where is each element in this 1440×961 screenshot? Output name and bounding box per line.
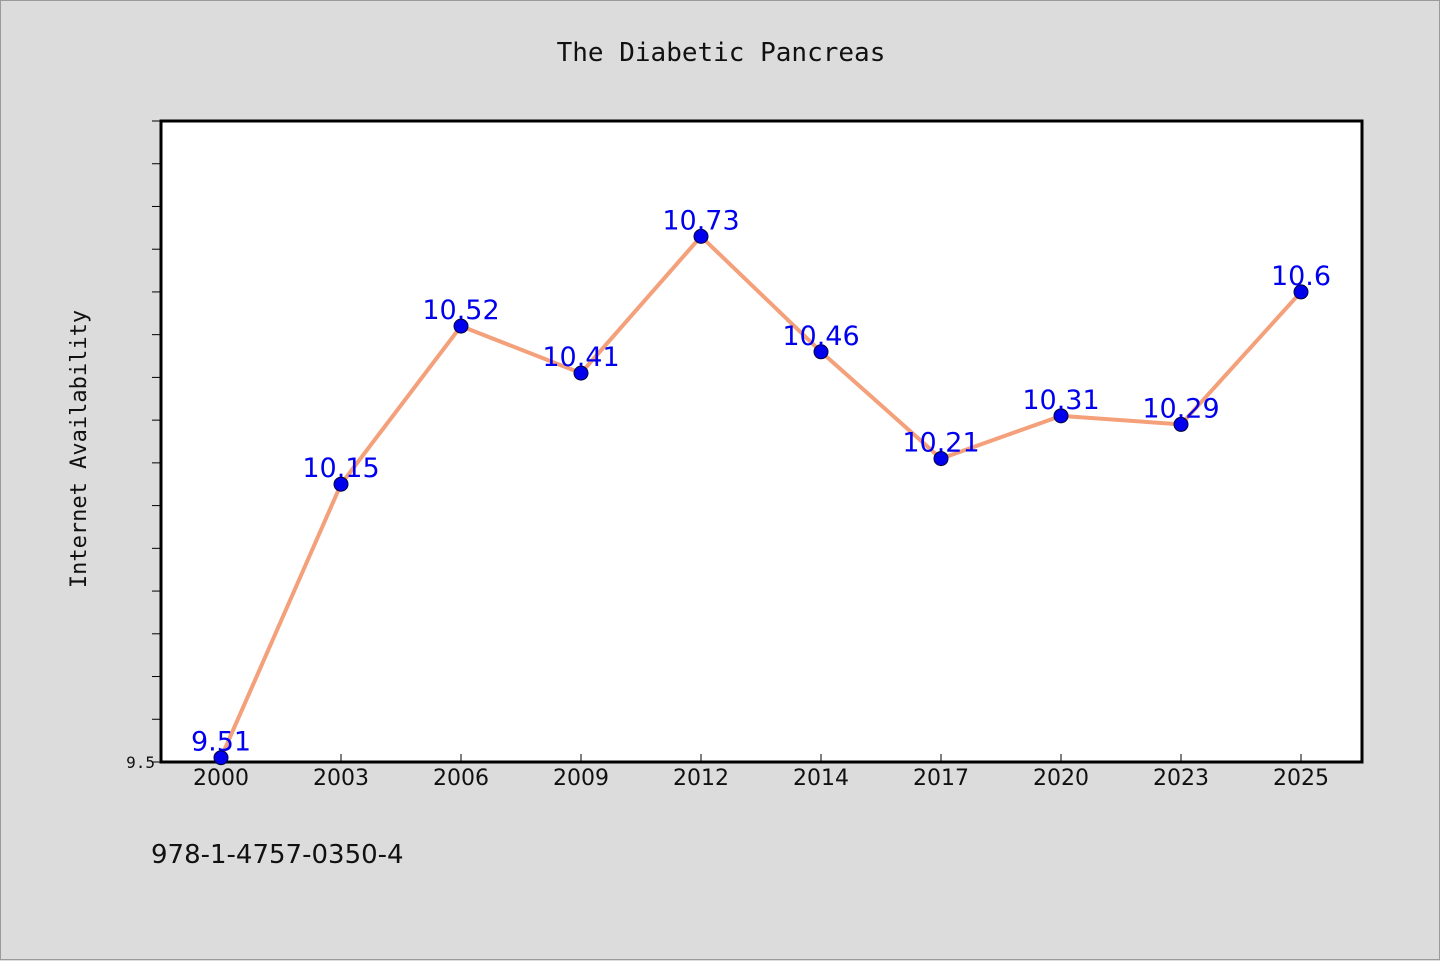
x-tick-label: 2023: [1153, 766, 1209, 791]
x-tick-label: 2006: [433, 766, 489, 791]
x-tick-label: 2012: [673, 766, 729, 791]
data-label: 10.29: [1142, 393, 1219, 424]
x-tick-label: 2003: [313, 766, 369, 791]
x-tick-label: 2025: [1273, 766, 1329, 791]
x-tick-label: 2020: [1033, 766, 1089, 791]
data-label: 10.21: [902, 428, 979, 459]
y-axis-ticks: 9.5: [126, 120, 161, 772]
series-line: [219, 234, 1303, 759]
data-point: [1293, 284, 1309, 300]
y-tick-label: 9.5: [126, 753, 155, 772]
data-label: 10.31: [1022, 385, 1099, 416]
data-point: [1053, 408, 1069, 424]
data-point: [813, 344, 829, 360]
isbn-text: 978-1-4757-0350-4: [151, 840, 404, 870]
x-axis-ticks: 2000 2003 2006 2009 2012 2014 2017 2020 2023 2025: [193, 754, 1329, 791]
data-label: 10.52: [422, 295, 499, 326]
data-label: 9.51: [191, 727, 251, 758]
data-label: 10.41: [542, 342, 619, 373]
data-point: [1173, 416, 1189, 432]
x-tick-label: 2009: [553, 766, 609, 791]
data-point: [333, 476, 349, 492]
data-point: [453, 318, 469, 334]
series-layer: 9.51 10.15 10.52 10.41 10.73 10.46 10.21 10.31 1…: [191, 205, 1331, 766]
plot-area: [159, 119, 1364, 764]
data-point: [933, 451, 949, 467]
data-point: [573, 365, 589, 381]
x-tick-label: 2017: [913, 766, 969, 791]
y-axis-label: Internet Availability: [67, 310, 92, 588]
x-tick-label: 2000: [193, 766, 249, 791]
data-point: [213, 750, 229, 766]
data-label: 10.6: [1271, 261, 1331, 292]
chart-title: The Diabetic Pancreas: [557, 38, 886, 68]
data-label: 10.46: [782, 321, 859, 352]
x-tick-label: 2014: [793, 766, 849, 791]
data-point: [693, 228, 709, 244]
data-label: 10.15: [302, 453, 379, 484]
data-label: 10.73: [662, 205, 739, 236]
